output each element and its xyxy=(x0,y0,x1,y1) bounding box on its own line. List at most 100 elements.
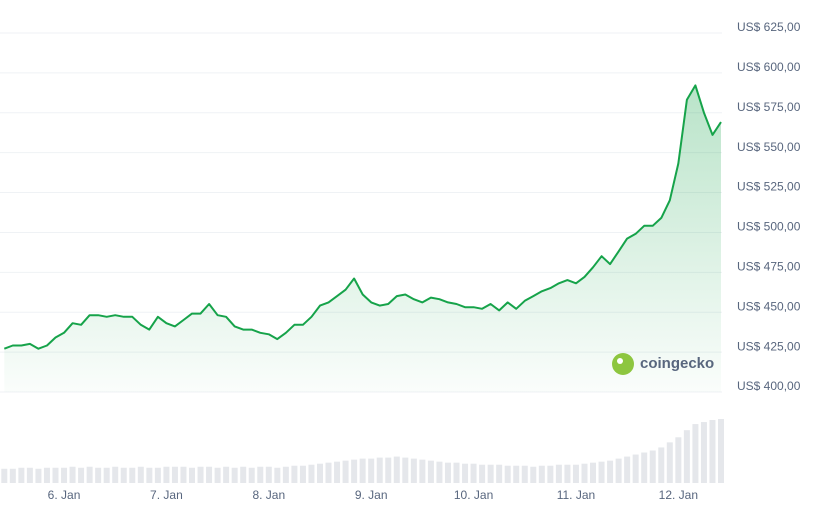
y-tick-label: US$ 450,00 xyxy=(737,299,801,313)
x-tick-label: 10. Jan xyxy=(454,488,493,502)
volume-bar xyxy=(444,462,451,483)
volume-bar xyxy=(675,437,682,483)
volume-bar xyxy=(649,450,656,483)
x-tick-label: 12. Jan xyxy=(659,488,698,502)
volume-bar xyxy=(95,467,102,483)
volume-bar xyxy=(171,466,178,483)
volume-bar xyxy=(487,464,494,483)
volume-bar xyxy=(632,454,639,483)
y-tick-label: US$ 600,00 xyxy=(737,60,801,74)
volume-bar xyxy=(112,466,119,483)
volume-bar xyxy=(78,467,85,483)
volume-bar xyxy=(513,465,520,483)
volume-bar xyxy=(385,457,392,483)
volume-bar xyxy=(393,456,400,483)
volume-bar xyxy=(598,461,605,483)
volume-bar xyxy=(146,467,153,483)
y-tick-label: US$ 475,00 xyxy=(737,260,801,274)
volume-bar xyxy=(129,467,136,483)
volume-bar xyxy=(61,467,68,483)
y-tick-label: US$ 575,00 xyxy=(737,100,801,114)
x-tick-label: 7. Jan xyxy=(150,488,183,502)
volume-bar xyxy=(299,465,306,483)
volume-bar xyxy=(615,458,622,483)
volume-bar xyxy=(504,465,511,483)
volume-bar xyxy=(214,467,221,483)
volume-bar xyxy=(624,456,631,483)
volume-bar xyxy=(538,465,545,483)
volume-bar xyxy=(18,467,25,483)
volume-bar xyxy=(496,464,503,483)
volume-bar xyxy=(376,457,383,483)
y-tick-label: US$ 500,00 xyxy=(737,220,801,234)
x-tick-label: 9. Jan xyxy=(355,488,388,502)
volume-bar xyxy=(427,460,434,483)
x-tick-label: 11. Jan xyxy=(557,488,595,502)
x-tick-label: 6. Jan xyxy=(48,488,81,502)
volume-bar xyxy=(530,466,537,483)
volume-bar xyxy=(470,463,477,483)
volume-bar xyxy=(342,460,349,483)
price-line xyxy=(3,84,722,350)
volume-bar xyxy=(581,463,588,483)
volume-bar xyxy=(572,464,579,483)
price-area xyxy=(4,85,722,393)
volume-bar xyxy=(308,464,315,483)
volume-bar xyxy=(52,467,59,483)
volume-bar xyxy=(103,467,110,483)
volume-bar xyxy=(419,459,426,483)
volume-bar xyxy=(9,468,16,483)
volume-bar xyxy=(351,459,358,483)
volume-bar xyxy=(240,466,247,483)
volume-bar xyxy=(547,465,554,483)
volume-bar xyxy=(334,461,341,483)
y-tick-label: US$ 550,00 xyxy=(737,140,801,154)
volume-bar xyxy=(316,463,323,483)
volume-bar xyxy=(26,467,33,483)
volume-bar xyxy=(206,466,213,483)
volume-bar xyxy=(658,447,665,483)
volume-bar xyxy=(521,465,528,483)
volume-bar xyxy=(683,430,690,483)
volume-bar xyxy=(564,464,571,483)
volume-bar xyxy=(555,464,562,483)
watermark: coingecko xyxy=(612,353,714,375)
volume-bar xyxy=(453,462,460,483)
volume-bar xyxy=(120,467,127,483)
volume-bar xyxy=(410,458,417,483)
volume-bar xyxy=(479,464,486,483)
volume-bar xyxy=(189,467,196,483)
volume-bar xyxy=(607,460,614,483)
volume-bar xyxy=(231,467,238,483)
volume-bar xyxy=(35,468,42,483)
volume-bar xyxy=(709,420,716,483)
volume-bar xyxy=(402,457,409,483)
volume-bar xyxy=(1,468,8,483)
y-tick-label: US$ 525,00 xyxy=(737,180,801,194)
volume-bar xyxy=(700,422,707,483)
y-tick-label: US$ 425,00 xyxy=(737,339,801,353)
volume-bar xyxy=(274,467,281,483)
volume-bar xyxy=(257,466,264,483)
volume-bar xyxy=(163,466,170,483)
volume-bar xyxy=(86,466,93,483)
volume-bar xyxy=(197,466,204,483)
volume-bar xyxy=(154,467,161,483)
volume-bar xyxy=(282,466,289,483)
x-tick-label: 8. Jan xyxy=(252,488,285,502)
volume-bar xyxy=(368,458,375,483)
y-tick-label: US$ 400,00 xyxy=(737,379,801,393)
volume-bar xyxy=(325,462,332,483)
volume-bar xyxy=(359,458,366,483)
y-tick-label: US$ 625,00 xyxy=(737,20,801,34)
volume-bar xyxy=(718,419,724,483)
volume-bar xyxy=(265,466,272,483)
volume-bar xyxy=(223,466,230,483)
volume-bar xyxy=(436,461,443,483)
volume-bar xyxy=(641,452,648,483)
volume-bar xyxy=(462,463,469,483)
volume-bar xyxy=(590,462,597,483)
volume-bar xyxy=(291,465,298,483)
volume-bar xyxy=(248,467,255,483)
